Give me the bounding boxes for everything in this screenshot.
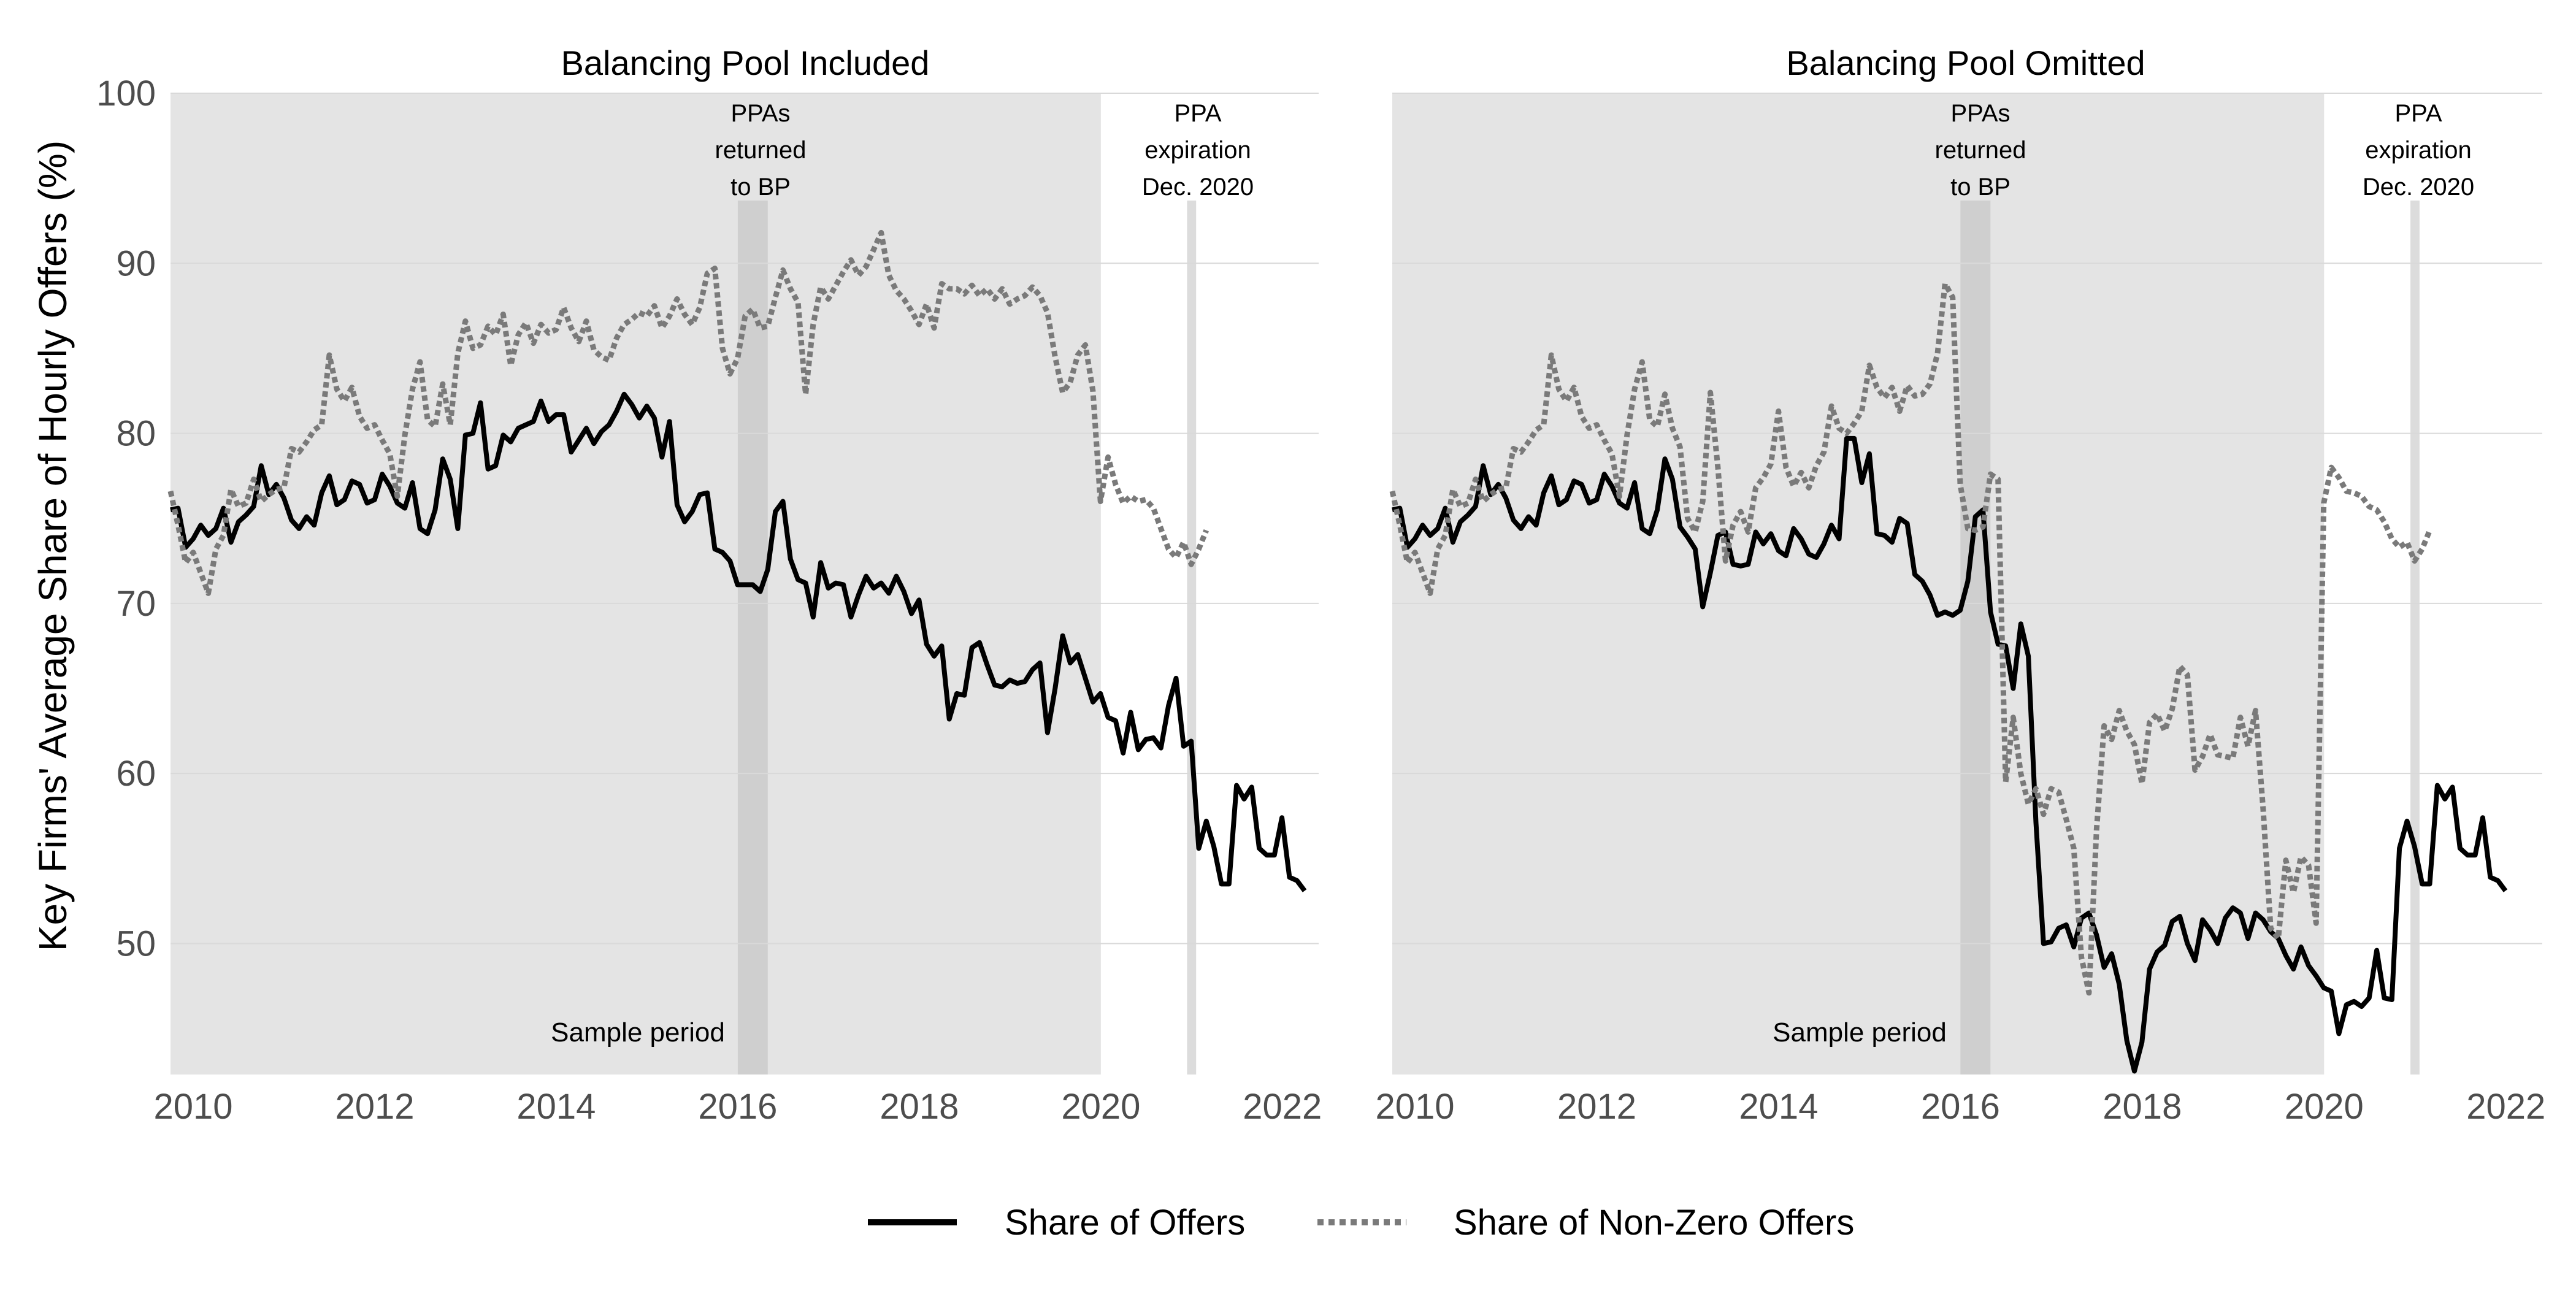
y-tick-label-60: 60 [116,754,156,794]
panel-balancing-pool-included: Balancing Pool Included Sample period PP… [96,44,1322,1127]
y-tick-label-80: 80 [116,414,156,454]
panel-title: Balancing Pool Included [561,44,930,82]
ppas-returned-label-line-1: PPAs [730,100,790,127]
annotation-layer [1392,93,2420,1075]
sample-period-region [171,93,1101,1075]
series-line-share-of-non-zero-offers [167,229,1209,596]
x-tick-label-2022: 2022 [1243,1087,1322,1127]
ppas-returned-band [1960,201,1991,1075]
series-line-share-of-offers [1392,435,2508,1074]
x-tick-label-2014: 2014 [516,1087,596,1127]
y-axis-title: Key Firms' Average Share of Hourly Offer… [31,140,75,951]
x-tick-label-2014: 2014 [1739,1087,1818,1127]
ppa-expiration-label-line-2: expiration [2365,137,2471,164]
gridlines [1392,93,2542,944]
ppa-expiration-label-line-3: Dec. 2020 [2363,174,2474,201]
x-tick-label-2022: 2022 [2466,1087,2545,1127]
x-tick-label-2012: 2012 [335,1087,414,1127]
panel-title: Balancing Pool Omitted [1786,44,2145,82]
ppas-returned-label-line-1: PPAs [1950,100,2010,127]
legend-label-share-of-non-zero-offers: Share of Non-Zero Offers [1454,1203,1854,1243]
x-tick-label-2012: 2012 [1557,1087,1636,1127]
y-tick-label-90: 90 [116,243,156,283]
x-tick-label-2016: 2016 [698,1087,777,1127]
x-tick-label-2010: 2010 [1376,1087,1455,1127]
y-tick-label-100: 100 [96,74,156,113]
x-tick-label-2018: 2018 [2103,1087,2182,1127]
ppa-expiration-label-line-1: PPA [1174,100,1221,127]
legend: Share of Offers Share of Non-Zero Offers [868,1203,1854,1243]
sample-period-region [1392,93,2325,1075]
x-tick-label-2018: 2018 [880,1087,959,1127]
x-tick-label-2016: 2016 [1921,1087,2000,1127]
panel-balancing-pool-omitted: Balancing Pool Omitted Sample period PPA… [1376,44,2546,1127]
annotation-labels: Sample period PPAs returned to BP PPA ex… [1773,100,2474,1048]
x-tick-label-2020: 2020 [2285,1087,2364,1127]
ppas-returned-band [737,201,768,1075]
ppa-expiration-label-line-3: Dec. 2020 [1142,174,1254,201]
gridlines [171,93,1319,944]
ppas-returned-label-line-3: to BP [1950,174,2011,201]
sample-period-label: Sample period [1773,1017,1947,1048]
x-tick-label-2010: 2010 [153,1087,232,1127]
ppas-returned-label-line-2: returned [1935,137,2026,164]
ppas-returned-label-line-3: to BP [730,174,791,201]
annotation-labels: Sample period PPAs returned to BP PPA ex… [551,100,1254,1048]
series-line-share-of-non-zero-offers [1389,281,2432,996]
y-tick-label-70: 70 [116,584,156,624]
ppa-expiration-label-line-2: expiration [1144,137,1251,164]
legend-label-share-of-offers: Share of Offers [1005,1203,1245,1243]
series-line-share-of-offers [170,391,1307,892]
ppa-expiration-label-line-1: PPA [2394,100,2442,127]
ppas-returned-label-line-2: returned [715,137,807,164]
ppa-expiration-band [1187,201,1197,1075]
annotation-layer [171,93,1197,1075]
y-tick-label-50: 50 [116,924,156,963]
x-tick-label-2020: 2020 [1061,1087,1140,1127]
sample-period-label: Sample period [551,1017,725,1048]
